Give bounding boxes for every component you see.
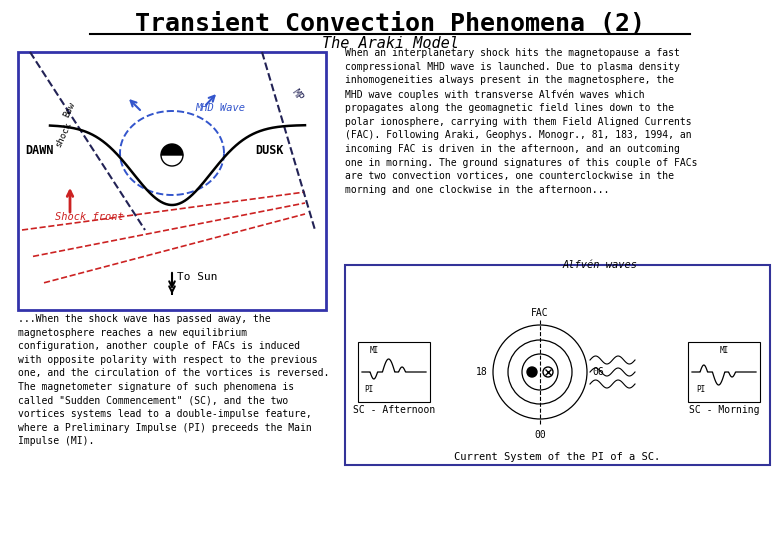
Text: The Araki Model: The Araki Model bbox=[321, 36, 459, 51]
Text: MI: MI bbox=[370, 346, 379, 355]
Text: MP: MP bbox=[290, 87, 305, 103]
Text: To Sun: To Sun bbox=[177, 272, 218, 282]
Text: Shock front: Shock front bbox=[55, 212, 124, 222]
Text: PI: PI bbox=[696, 385, 705, 394]
Text: Alfvén waves: Alfvén waves bbox=[562, 260, 637, 270]
Text: 18: 18 bbox=[477, 367, 488, 377]
Text: Transient Convection Phenomena (2): Transient Convection Phenomena (2) bbox=[135, 12, 645, 36]
Text: 00: 00 bbox=[534, 430, 546, 440]
Text: Bow: Bow bbox=[62, 101, 77, 119]
Circle shape bbox=[527, 367, 537, 377]
Text: SC - Morning: SC - Morning bbox=[689, 405, 759, 415]
Text: SC - Afternoon: SC - Afternoon bbox=[353, 405, 435, 415]
Text: ...When the shock wave has passed away, the
magnetosphere reaches a new equilibr: ...When the shock wave has passed away, … bbox=[18, 314, 329, 447]
Bar bbox=[345, 265, 770, 465]
Text: When an interplanetary shock hits the magnetopause a fast
compressional MHD wave: When an interplanetary shock hits the ma… bbox=[345, 48, 697, 195]
Text: MI: MI bbox=[720, 346, 729, 355]
Text: Current System of the PI of a SC.: Current System of the PI of a SC. bbox=[454, 452, 660, 462]
Circle shape bbox=[543, 367, 553, 377]
Bar bbox=[688, 342, 760, 402]
Text: FAC: FAC bbox=[531, 308, 549, 318]
Bar bbox=[358, 342, 430, 402]
Wedge shape bbox=[161, 155, 183, 166]
Text: 06: 06 bbox=[592, 367, 604, 377]
Text: DAWN: DAWN bbox=[25, 144, 54, 157]
Text: MHD Wave: MHD Wave bbox=[195, 103, 245, 113]
Bar bbox=[18, 52, 326, 310]
Text: DUSK: DUSK bbox=[255, 144, 283, 157]
Text: PI: PI bbox=[364, 385, 374, 394]
Text: shock: shock bbox=[54, 121, 73, 149]
Wedge shape bbox=[161, 144, 183, 155]
